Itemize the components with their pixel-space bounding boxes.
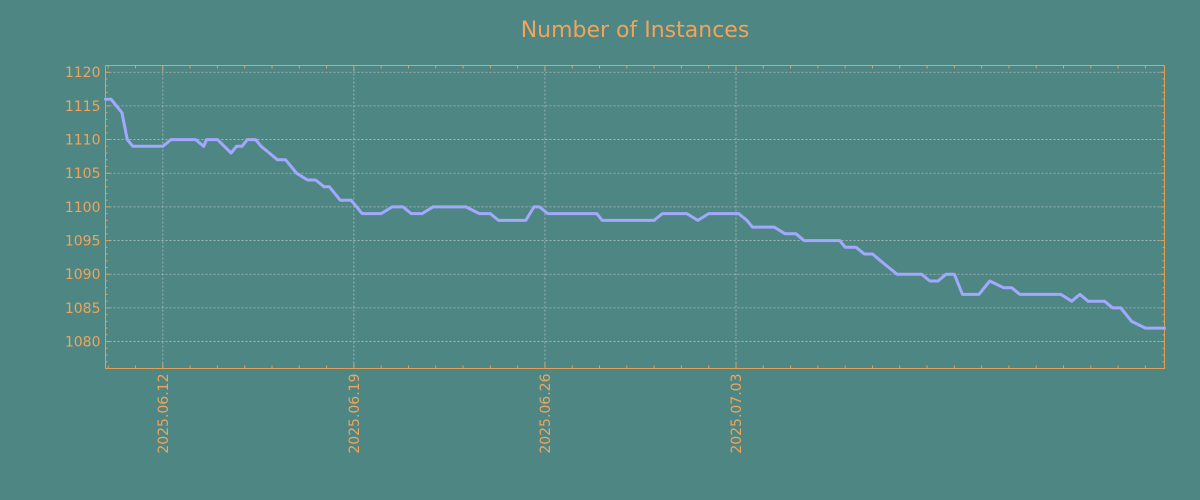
y-tick-label: 1120 [65, 65, 101, 81]
series-line [104, 97, 1166, 330]
x-tick-label: 2025.06.19 [347, 374, 363, 454]
x-tick-label: 2025.06.12 [156, 374, 172, 454]
x-tick-label: 2025.07.03 [729, 374, 745, 454]
y-tick-label: 1105 [65, 166, 101, 182]
y-tick-label: 1090 [65, 267, 101, 283]
grid-lines [105, 65, 1165, 369]
plot-frame [105, 65, 1165, 369]
axis-ticks [105, 65, 1165, 369]
y-tick-label: 1085 [65, 301, 101, 317]
y-axis-labels: 1080 1085 1090 1095 1100 1105 1110 1115 1120 [65, 65, 101, 350]
y-tick-label: 1095 [65, 234, 101, 250]
series-layer [104, 97, 1166, 330]
x-axis-labels: 2025.06.12 2025.06.19 2025.06.26 2025.07.03 [156, 373, 745, 453]
chart-title: Number of Instances [521, 18, 750, 43]
y-tick-label: 1080 [65, 335, 101, 351]
x-tick-label: 2025.06.26 [538, 373, 554, 453]
y-tick-label: 1110 [65, 133, 101, 149]
y-tick-label: 1100 [65, 200, 101, 216]
y-tick-label: 1115 [65, 99, 101, 115]
